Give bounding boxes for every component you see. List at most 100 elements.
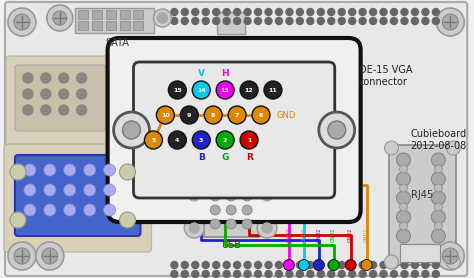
Circle shape bbox=[213, 262, 219, 269]
Text: GND2: GND2 bbox=[331, 228, 336, 242]
Circle shape bbox=[275, 18, 283, 24]
Circle shape bbox=[345, 259, 356, 270]
Circle shape bbox=[192, 81, 210, 99]
Circle shape bbox=[431, 229, 446, 243]
Circle shape bbox=[182, 262, 188, 269]
Text: GND2: GND2 bbox=[286, 228, 292, 242]
Circle shape bbox=[338, 18, 345, 24]
Circle shape bbox=[242, 205, 252, 215]
Text: GND2: GND2 bbox=[301, 228, 306, 242]
Circle shape bbox=[210, 205, 220, 215]
Circle shape bbox=[338, 270, 345, 277]
Circle shape bbox=[84, 204, 96, 216]
Circle shape bbox=[53, 11, 67, 25]
Text: 15: 15 bbox=[173, 88, 182, 93]
FancyBboxPatch shape bbox=[78, 21, 88, 30]
Circle shape bbox=[8, 242, 36, 270]
Circle shape bbox=[23, 105, 33, 115]
Text: 1: 1 bbox=[247, 138, 251, 143]
Circle shape bbox=[216, 131, 234, 149]
Text: DE-15 VGA
connector: DE-15 VGA connector bbox=[359, 65, 412, 87]
Circle shape bbox=[14, 248, 30, 264]
Text: 14: 14 bbox=[197, 88, 206, 93]
Circle shape bbox=[296, 9, 303, 16]
Circle shape bbox=[171, 270, 178, 277]
Circle shape bbox=[64, 164, 76, 176]
Text: B: B bbox=[198, 153, 205, 162]
Circle shape bbox=[202, 9, 209, 16]
Circle shape bbox=[380, 270, 387, 277]
Circle shape bbox=[213, 9, 219, 16]
Circle shape bbox=[275, 270, 283, 277]
Circle shape bbox=[234, 262, 241, 269]
Text: V: V bbox=[198, 69, 205, 78]
Circle shape bbox=[59, 89, 69, 99]
Circle shape bbox=[192, 270, 199, 277]
Circle shape bbox=[255, 18, 262, 24]
Circle shape bbox=[411, 270, 419, 277]
Circle shape bbox=[275, 262, 283, 269]
Circle shape bbox=[328, 270, 335, 277]
Circle shape bbox=[202, 18, 209, 24]
FancyBboxPatch shape bbox=[15, 65, 106, 131]
FancyBboxPatch shape bbox=[78, 10, 88, 19]
FancyBboxPatch shape bbox=[91, 21, 101, 30]
Text: 6: 6 bbox=[259, 113, 263, 118]
FancyBboxPatch shape bbox=[217, 12, 245, 34]
Circle shape bbox=[401, 262, 408, 269]
Circle shape bbox=[391, 270, 398, 277]
Circle shape bbox=[77, 73, 87, 83]
Circle shape bbox=[226, 191, 236, 201]
Circle shape bbox=[434, 184, 442, 192]
Circle shape bbox=[242, 219, 252, 229]
Circle shape bbox=[36, 242, 64, 270]
Circle shape bbox=[145, 131, 163, 149]
Circle shape bbox=[104, 184, 116, 196]
Circle shape bbox=[384, 141, 399, 155]
Circle shape bbox=[242, 191, 252, 201]
Circle shape bbox=[319, 112, 355, 148]
Circle shape bbox=[189, 223, 199, 233]
Circle shape bbox=[298, 259, 310, 270]
Circle shape bbox=[307, 18, 314, 24]
Circle shape bbox=[223, 262, 230, 269]
Circle shape bbox=[400, 165, 408, 173]
Circle shape bbox=[264, 81, 282, 99]
Circle shape bbox=[77, 105, 87, 115]
Circle shape bbox=[442, 248, 458, 264]
Circle shape bbox=[359, 262, 366, 269]
Circle shape bbox=[262, 223, 272, 233]
Text: GND2: GND2 bbox=[364, 228, 369, 242]
Circle shape bbox=[104, 164, 116, 176]
Text: GND2: GND2 bbox=[316, 228, 321, 242]
Circle shape bbox=[307, 270, 314, 277]
FancyBboxPatch shape bbox=[389, 145, 456, 265]
Circle shape bbox=[265, 262, 272, 269]
Circle shape bbox=[313, 259, 324, 270]
FancyBboxPatch shape bbox=[204, 185, 259, 237]
Circle shape bbox=[431, 210, 446, 224]
Text: H: H bbox=[221, 69, 229, 78]
Circle shape bbox=[223, 18, 230, 24]
FancyBboxPatch shape bbox=[75, 8, 155, 33]
Circle shape bbox=[286, 262, 293, 269]
Text: Cubieboard
2012-08-08: Cubieboard 2012-08-08 bbox=[410, 129, 466, 151]
Circle shape bbox=[401, 270, 408, 277]
Circle shape bbox=[59, 73, 69, 83]
FancyBboxPatch shape bbox=[5, 2, 467, 276]
Circle shape bbox=[119, 212, 136, 228]
Circle shape bbox=[184, 186, 204, 206]
FancyBboxPatch shape bbox=[134, 62, 335, 198]
Circle shape bbox=[182, 270, 188, 277]
Circle shape bbox=[391, 9, 398, 16]
FancyBboxPatch shape bbox=[15, 155, 140, 236]
Circle shape bbox=[14, 14, 30, 30]
Circle shape bbox=[23, 73, 33, 83]
FancyBboxPatch shape bbox=[134, 10, 144, 19]
Text: GND2: GND2 bbox=[348, 228, 353, 242]
Circle shape bbox=[411, 9, 419, 16]
Circle shape bbox=[380, 9, 387, 16]
Circle shape bbox=[397, 210, 410, 224]
FancyBboxPatch shape bbox=[91, 10, 101, 19]
Circle shape bbox=[349, 262, 356, 269]
